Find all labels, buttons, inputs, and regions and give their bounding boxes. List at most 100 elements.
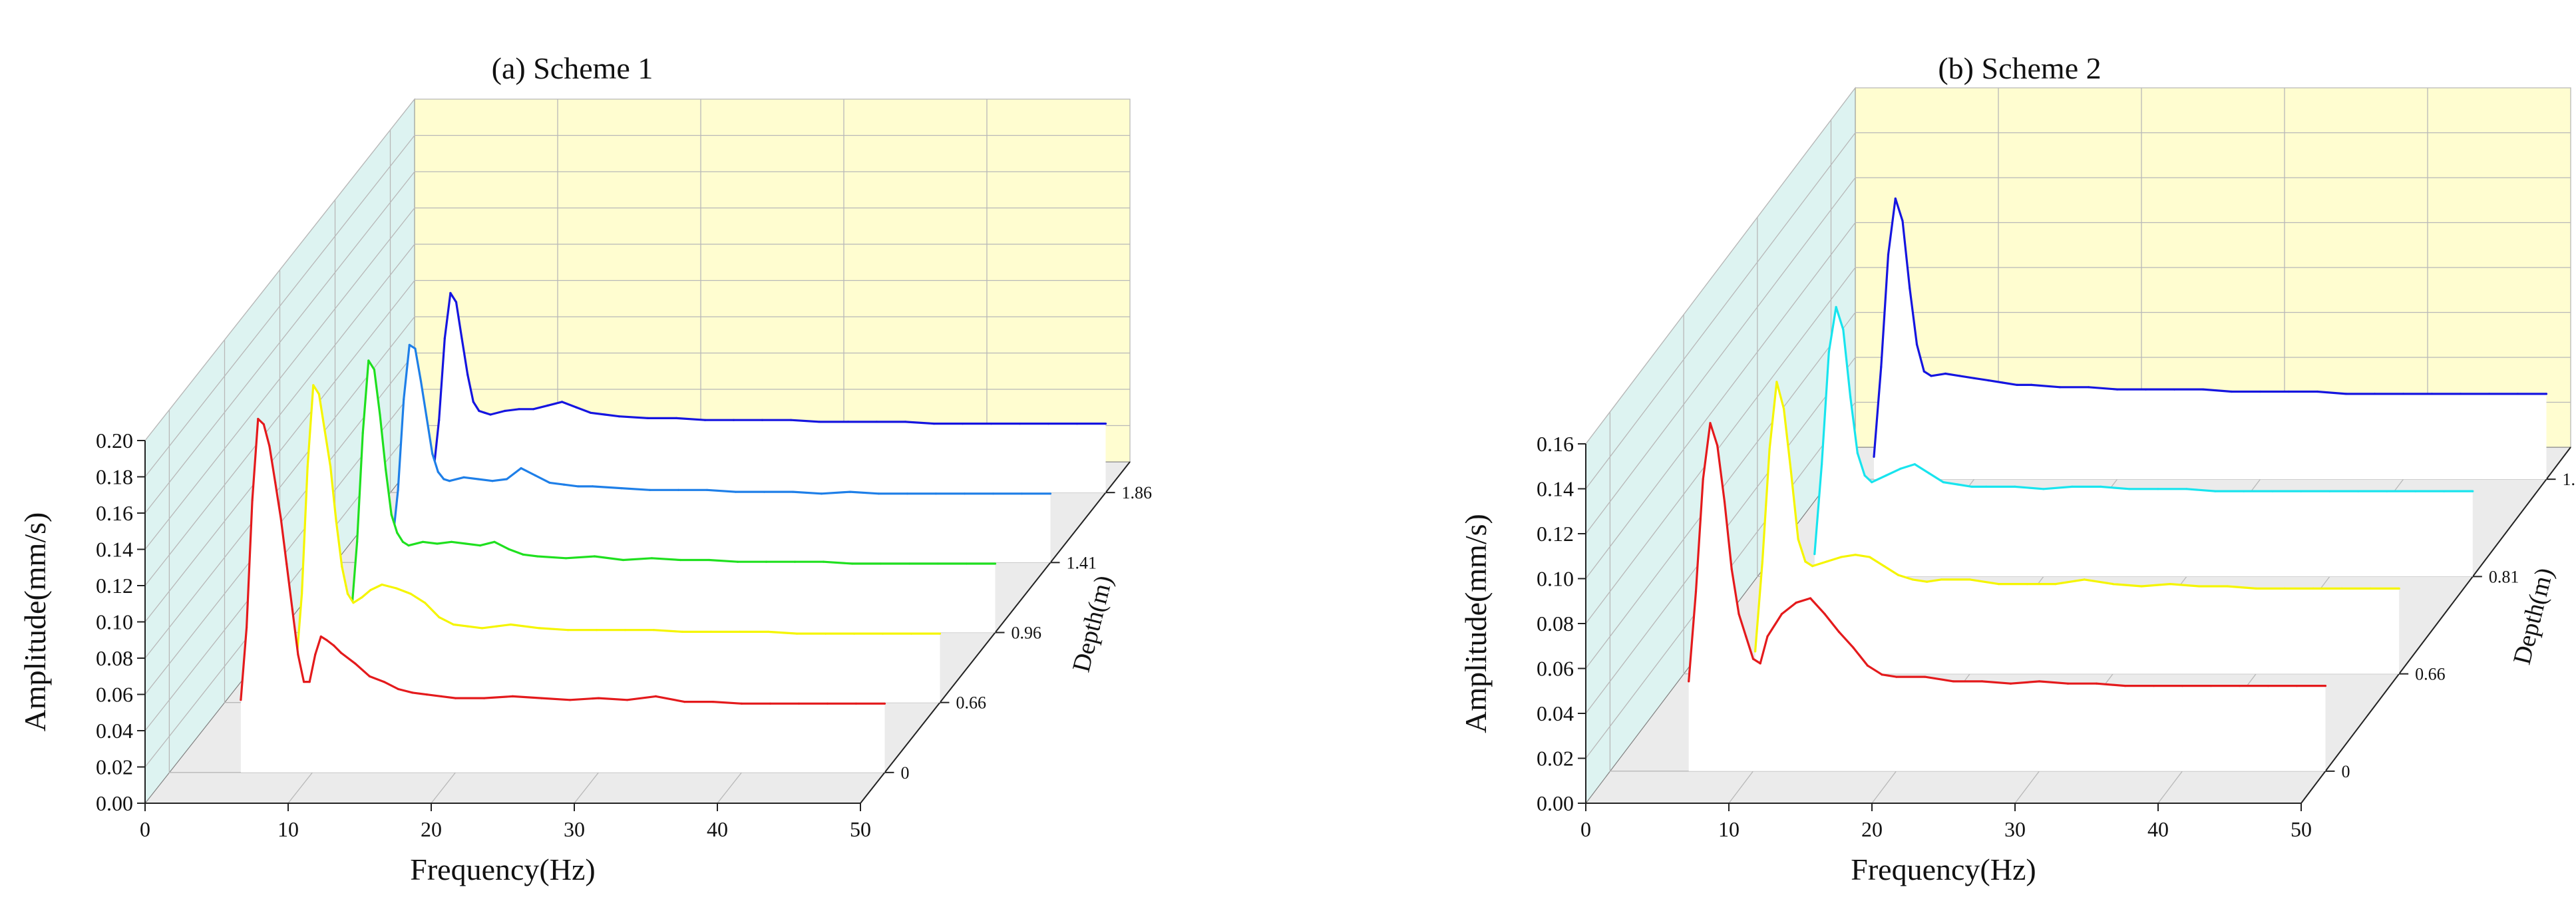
data-point xyxy=(679,558,682,562)
data-point xyxy=(2009,682,2012,685)
data-point xyxy=(992,492,995,495)
amplitude-gridline xyxy=(144,207,1130,550)
data-point xyxy=(2386,490,2388,492)
data-point xyxy=(848,490,852,493)
data-point xyxy=(493,540,496,543)
data-point xyxy=(1871,481,1873,484)
series-fill xyxy=(1814,307,2473,577)
data-point xyxy=(379,413,381,417)
data-point xyxy=(711,701,715,703)
data-point xyxy=(268,445,271,447)
data-point xyxy=(522,553,524,556)
data-point xyxy=(646,417,649,420)
data-point xyxy=(317,393,320,396)
data-point xyxy=(279,517,282,520)
data-point xyxy=(397,687,400,691)
data-point xyxy=(736,560,739,563)
y-tick-label: 0.06 xyxy=(1537,657,1574,681)
depth-tick-label: 0.96 xyxy=(1012,624,1042,643)
series-points xyxy=(391,343,1052,546)
data-point xyxy=(648,488,651,491)
data-point xyxy=(385,468,387,470)
data-point xyxy=(335,520,337,522)
y-tick-label: 0.16 xyxy=(96,501,133,525)
data-point xyxy=(1761,560,1763,563)
data-point xyxy=(436,542,439,545)
data-point xyxy=(734,490,737,493)
data-point xyxy=(1987,379,1990,382)
data-point xyxy=(361,596,363,599)
amplitude-gridline xyxy=(1585,87,2571,445)
data-point xyxy=(622,558,625,562)
data-point xyxy=(1754,650,1757,653)
data-point xyxy=(2026,583,2028,586)
data-point xyxy=(443,337,446,340)
data-point xyxy=(1723,500,1726,503)
data-point xyxy=(906,492,909,495)
data-point xyxy=(654,695,657,697)
data-point xyxy=(767,630,770,634)
data-point xyxy=(2414,490,2417,492)
data-point xyxy=(301,592,303,595)
data-point xyxy=(274,481,277,484)
data-point xyxy=(1804,560,1807,563)
data-point xyxy=(2267,685,2270,687)
data-point xyxy=(1895,675,1898,678)
data-point xyxy=(791,490,795,493)
data-point xyxy=(2209,685,2213,687)
data-point xyxy=(626,699,629,701)
data-point xyxy=(414,347,417,350)
amplitude-gridline xyxy=(144,279,1130,622)
data-point xyxy=(1783,407,1785,411)
data-point xyxy=(2116,388,2119,391)
data-point xyxy=(437,470,439,473)
data-point xyxy=(1942,481,1944,484)
data-point xyxy=(2173,388,2176,391)
data-point xyxy=(790,419,793,421)
series-group-depth-0_81 xyxy=(1813,305,2474,577)
data-point xyxy=(881,632,884,635)
data-point xyxy=(1694,590,1698,593)
data-point xyxy=(367,359,370,362)
data-point xyxy=(2152,685,2155,687)
data-point xyxy=(822,560,825,563)
data-point xyxy=(1709,422,1712,425)
data-point xyxy=(854,702,858,705)
data-point xyxy=(1863,474,1866,477)
data-point xyxy=(2128,488,2131,490)
data-point xyxy=(908,562,911,565)
data-point xyxy=(877,492,880,495)
depth-tick-label: 0.81 xyxy=(2489,567,2519,586)
data-point xyxy=(961,423,964,425)
y-tick-label: 0.04 xyxy=(1537,701,1574,725)
data-point xyxy=(2340,587,2343,590)
depth-tick-label: 0 xyxy=(900,763,909,783)
data-point xyxy=(1738,613,1740,616)
data-point xyxy=(2402,393,2405,395)
data-point xyxy=(2472,490,2474,492)
data-point xyxy=(994,562,997,565)
data-point xyxy=(460,337,463,340)
data-point xyxy=(390,513,393,516)
data-point xyxy=(650,557,653,560)
series-line xyxy=(1813,305,2473,554)
data-point xyxy=(489,413,492,416)
y-tick-label: 0.14 xyxy=(96,538,133,562)
data-point xyxy=(604,413,606,416)
data-point xyxy=(1899,467,1902,470)
y-tick-label: 0.08 xyxy=(96,646,133,670)
data-point xyxy=(1104,423,1107,425)
y-tick-label: 0.10 xyxy=(1537,567,1574,591)
series-line xyxy=(1754,381,2400,652)
data-point xyxy=(1842,328,1845,331)
x-tick-label: 20 xyxy=(1861,817,1883,841)
data-point xyxy=(520,467,522,470)
data-point xyxy=(618,415,621,418)
data-point xyxy=(675,417,678,420)
data-point xyxy=(408,343,411,346)
data-point xyxy=(1821,463,1823,466)
x-tick-label: 50 xyxy=(2291,817,2312,841)
data-point xyxy=(356,540,359,543)
depth-tick-label: 1.86 xyxy=(1122,483,1153,502)
